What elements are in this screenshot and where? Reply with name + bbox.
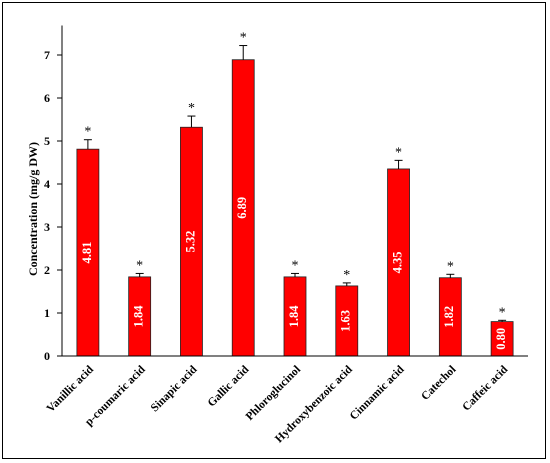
data-label: 1.82 <box>442 306 456 328</box>
y-tick-label: 5 <box>44 134 50 148</box>
data-label: 5.32 <box>183 231 197 253</box>
x-tick-label: Cinnamic acid <box>348 363 407 422</box>
y-tick-label: 7 <box>44 48 50 62</box>
x-tick-label: Caffeic acid <box>460 363 510 413</box>
y-tick-label: 4 <box>44 177 50 191</box>
y-tick-label: 1 <box>44 306 50 320</box>
data-label: 4.35 <box>390 252 404 274</box>
data-label: 1.84 <box>287 305 301 328</box>
significance-marker: * <box>240 31 247 46</box>
y-axis-label: Concentration (mg/g DW) <box>26 142 40 276</box>
y-tick-label: 2 <box>44 263 50 277</box>
y-tick-label: 6 <box>44 91 50 105</box>
data-label: 1.84 <box>132 305 146 328</box>
data-label: 0.80 <box>494 328 508 350</box>
data-label: 6.89 <box>235 197 249 219</box>
y-tick-label: 0 <box>44 349 50 363</box>
significance-marker: * <box>499 305 506 320</box>
x-tick-label: Catechol <box>419 364 458 403</box>
x-tick-label: Phloroglucinol <box>244 364 303 423</box>
x-tick-label: Sinapic acid <box>149 363 200 414</box>
significance-marker: * <box>136 258 143 273</box>
significance-marker: * <box>84 125 91 140</box>
significance-marker: * <box>188 101 195 116</box>
significance-marker: * <box>343 268 350 283</box>
data-label: 4.81 <box>80 242 94 264</box>
x-tick-label: Vanillic acid <box>45 363 97 415</box>
significance-marker: * <box>395 145 402 160</box>
significance-marker: * <box>292 258 299 273</box>
data-label: 1.63 <box>339 310 353 332</box>
x-tick-label: Gallic acid <box>206 363 252 409</box>
y-tick-label: 3 <box>44 220 50 234</box>
significance-marker: * <box>447 259 454 274</box>
